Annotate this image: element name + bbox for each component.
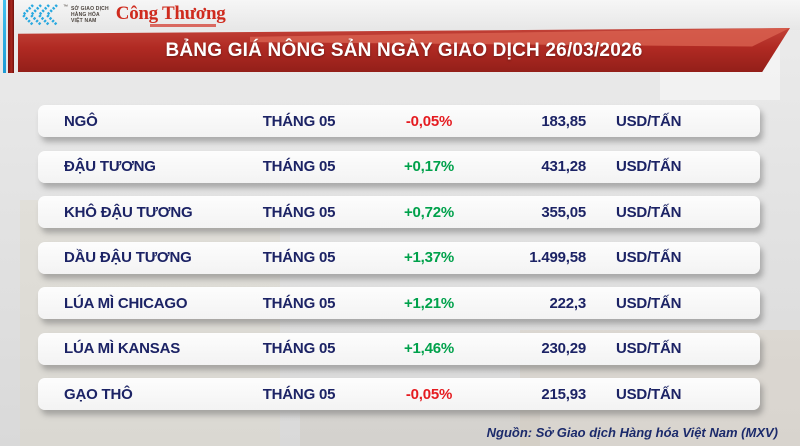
mxv-logo-line: HÀNG HÓA [71, 12, 100, 18]
commodity-name: DẦU ĐẬU TƯƠNG [64, 249, 192, 266]
left-accent-stripe-maroon [8, 0, 14, 73]
mxv-logo-line: VIỆT NAM [71, 18, 97, 24]
price-unit: USD/TẤN [616, 294, 682, 312]
price-value: 431,28 [541, 158, 586, 175]
percent-change: -0,05% [405, 385, 453, 403]
commodity-name: ĐẬU TƯƠNG [64, 158, 156, 175]
table-row: LÚA MÌ KANSAS THÁNG 05 +1,46% 230,29 USD… [38, 332, 760, 365]
price-value: 222,3 [549, 294, 586, 312]
price-value: 183,85 [541, 112, 586, 130]
price-unit: USD/TẤN [616, 249, 682, 266]
congthuong-logo: Công Thương [116, 4, 226, 27]
percent-change: +1,37% [403, 249, 455, 266]
source-note: Nguồn: Sở Giao dịch Hàng hóa Việt Nam (M… [486, 425, 778, 440]
percent-change: -0,05% [405, 112, 453, 130]
table-row: GẠO THÔ THÁNG 05 -0,05% 215,93 USD/TẤN [38, 378, 760, 410]
contract-month: THÁNG 05 [262, 112, 336, 130]
contract-month: THÁNG 05 [262, 340, 336, 357]
table-row: NGÔ THÁNG 05 -0,05% 183,85 USD/TẤN [38, 105, 760, 137]
contract-month: THÁNG 05 [262, 249, 336, 266]
percent-change: +0,17% [403, 158, 455, 175]
commodity-name: GẠO THÔ [64, 385, 133, 403]
price-value: 1.499,58 [529, 249, 586, 266]
price-table: NGÔ THÁNG 05 -0,05% 183,85 USD/TẤN ĐẬU T… [38, 105, 760, 410]
congthuong-logo-text: Công Thương [115, 3, 226, 24]
percent-change: +1,46% [403, 340, 455, 357]
contract-month: THÁNG 05 [262, 158, 336, 175]
logo-group: ™ SỞ GIAO DỊCH HÀNG HÓA VIỆT NAM Công Th… [20, 3, 226, 27]
title-banner: BẢNG GIÁ NÔNG SẢN NGÀY GIAO DỊCH 26/03/2… [18, 28, 790, 72]
commodity-name: LÚA MÌ KANSAS [64, 340, 181, 357]
commodity-name: KHÔ ĐẬU TƯƠNG [64, 203, 193, 221]
mxv-logo-text: SỞ GIAO DỊCH HÀNG HÓA VIỆT NAM [71, 6, 109, 24]
price-unit: USD/TẤN [616, 158, 682, 175]
price-value: 215,93 [541, 385, 586, 403]
price-unit: USD/TẤN [616, 385, 682, 403]
trademark-symbol: ™ [63, 4, 68, 10]
contract-month: THÁNG 05 [262, 385, 336, 403]
header-band: ™ SỞ GIAO DỊCH HÀNG HÓA VIỆT NAM Công Th… [0, 0, 800, 30]
table-row: LÚA MÌ CHICAGO THÁNG 05 +1,21% 222,3 USD… [38, 287, 760, 319]
price-unit: USD/TẤN [616, 112, 682, 130]
price-value: 355,05 [541, 203, 586, 221]
commodity-name: LÚA MÌ CHICAGO [64, 294, 188, 312]
percent-change: +0,72% [403, 203, 455, 221]
price-unit: USD/TẤN [616, 203, 682, 221]
table-row: DẦU ĐẬU TƯƠNG THÁNG 05 +1,37% 1.499,58 U… [38, 241, 760, 274]
contract-month: THÁNG 05 [262, 294, 336, 312]
table-row: KHÔ ĐẬU TƯƠNG THÁNG 05 +0,72% 355,05 USD… [38, 196, 760, 228]
price-unit: USD/TẤN [616, 340, 682, 357]
table-row: ĐẬU TƯƠNG THÁNG 05 +0,17% 431,28 USD/TẤN [38, 150, 760, 183]
page-title: BẢNG GIÁ NÔNG SẢN NGÀY GIAO DỊCH 26/03/2… [165, 40, 643, 61]
mxv-logo-line: SỞ GIAO DỊCH [71, 6, 109, 12]
mxv-logo: ™ SỞ GIAO DỊCH HÀNG HÓA VIỆT NAM [20, 3, 109, 27]
commodity-name: NGÔ [64, 112, 98, 130]
percent-change: +1,21% [403, 294, 455, 312]
mxv-chevron-icon [21, 4, 58, 26]
congthuong-tagline-bar [149, 24, 216, 27]
price-value: 230,29 [541, 340, 586, 357]
contract-month: THÁNG 05 [262, 203, 336, 221]
left-accent-stripe-cyan [3, 0, 6, 73]
